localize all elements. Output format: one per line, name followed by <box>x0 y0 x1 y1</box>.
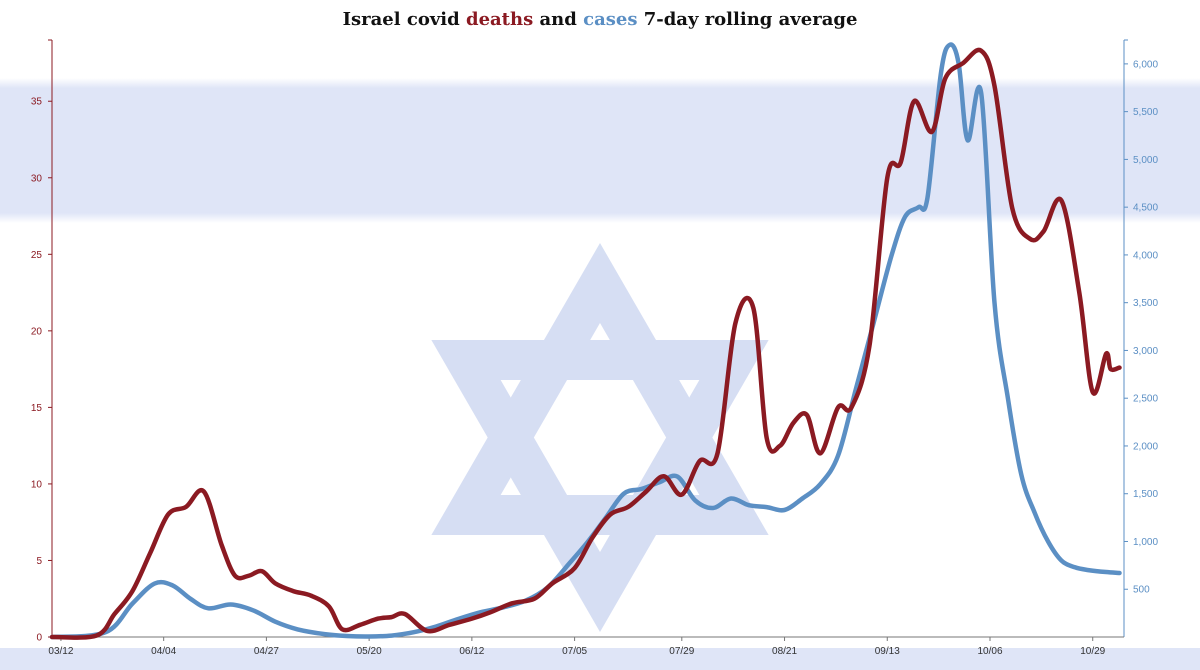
chart-title: Israel covid deaths and cases 7-day roll… <box>343 9 858 30</box>
x-tick-label: 07/29 <box>669 646 694 657</box>
x-tick-label: 10/29 <box>1080 646 1105 657</box>
right-tick-label: 2,000 <box>1133 441 1158 452</box>
right-tick-label: 3,500 <box>1133 298 1158 309</box>
star-of-david-watermark <box>431 243 769 632</box>
right-tick-label: 5,000 <box>1133 155 1158 166</box>
deaths-series-line <box>49 47 1122 640</box>
x-tick-label: 04/27 <box>254 646 279 657</box>
left-tick-label: 10 <box>31 479 43 490</box>
title-prefix: Israel covid <box>343 9 466 30</box>
right-tick-label: 3,000 <box>1133 346 1158 357</box>
left-tick-label: 30 <box>31 173 43 184</box>
cases-series-line <box>49 42 1122 640</box>
left-tick-label: 35 <box>31 97 43 108</box>
right-tick-label: 5,500 <box>1133 107 1158 118</box>
right-tick-label: 6,000 <box>1133 59 1158 70</box>
x-tick-label: 04/04 <box>151 646 176 657</box>
left-axis-ticks: 0 5 10 15 20 25 30 35 <box>31 39 52 644</box>
left-tick-label: 25 <box>31 250 43 261</box>
right-tick-label: 4,500 <box>1133 203 1158 214</box>
x-tick-label: 07/05 <box>562 646 587 657</box>
left-tick-label: 15 <box>31 403 43 414</box>
x-tick-label: 05/20 <box>357 646 382 657</box>
x-tick-label: 06/12 <box>459 646 484 657</box>
title-cases-word: cases <box>583 9 637 30</box>
left-tick-label: 5 <box>36 556 42 567</box>
left-tick-label: 20 <box>31 326 43 337</box>
right-tick-label: 1,000 <box>1133 537 1158 548</box>
x-tick-label: 10/06 <box>977 646 1002 657</box>
right-tick-label: 1,500 <box>1133 489 1158 500</box>
title-deaths-word: deaths <box>466 9 533 30</box>
x-axis-ticks: 03/12 04/04 04/27 05/20 06/12 07/05 07/29 08/21… <box>48 637 1106 657</box>
right-axis-ticks: 500 1,000 1,500 2,000 2,500 3,000 3,500 4,000 4,… <box>1124 39 1158 596</box>
left-tick-label: 0 <box>36 633 42 644</box>
flag-top-stripe <box>0 78 1200 223</box>
x-tick-label: 08/21 <box>772 646 797 657</box>
flag-bottom-stripe <box>0 648 1200 670</box>
right-tick-label: 4,000 <box>1133 250 1158 261</box>
right-tick-label: 500 <box>1133 585 1150 596</box>
right-tick-label: 2,500 <box>1133 394 1158 405</box>
series-layer <box>49 42 1122 640</box>
title-suffix: 7-day rolling average <box>637 9 857 30</box>
x-tick-label: 03/12 <box>48 646 73 657</box>
title-middle: and <box>533 9 583 30</box>
x-tick-label: 09/13 <box>875 646 900 657</box>
